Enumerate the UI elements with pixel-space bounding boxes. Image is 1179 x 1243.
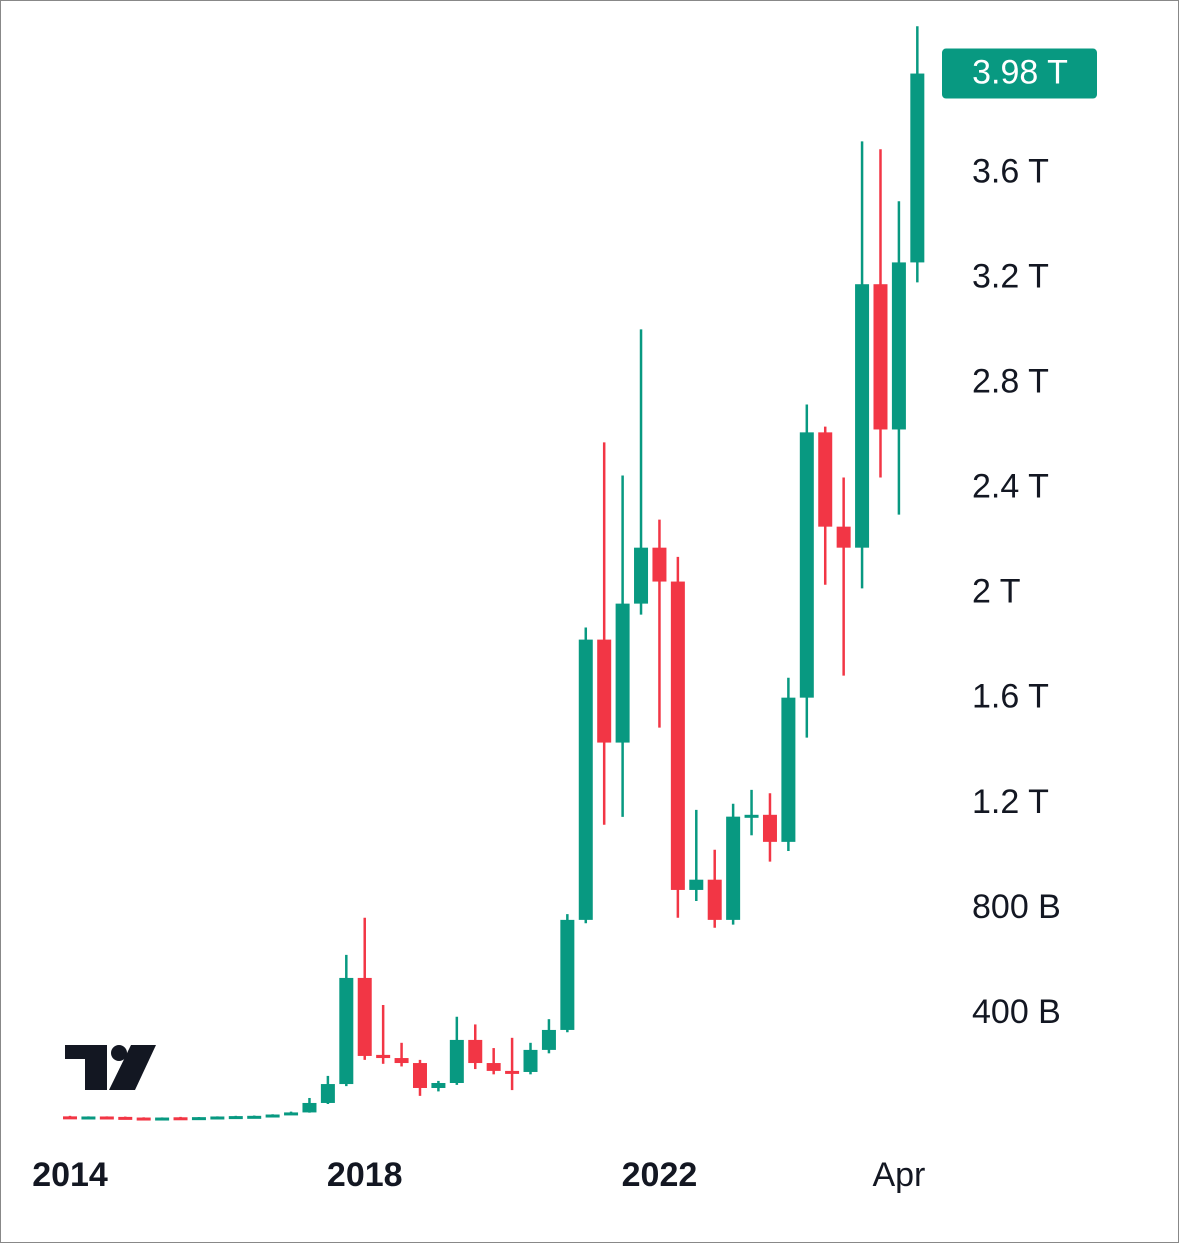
candle-body: [873, 284, 888, 430]
candle-body: [394, 1058, 409, 1064]
y-tick-label: 1.6 T: [972, 678, 1049, 716]
x-tick-label: 2018: [327, 1156, 403, 1194]
candle-body: [486, 1063, 501, 1071]
y-tick-label: 2 T: [972, 573, 1021, 611]
candle-body: [597, 639, 612, 743]
candle-body: [99, 1116, 114, 1120]
candle-body: [155, 1117, 170, 1121]
candle-body: [670, 581, 685, 890]
x-tick-label: 2014: [32, 1156, 108, 1194]
candle-body: [284, 1112, 299, 1116]
candle-body: [376, 1054, 391, 1059]
candle-body: [652, 547, 667, 582]
candle-body: [578, 639, 593, 920]
y-tick-label: 2.8 T: [972, 362, 1049, 400]
candle-body: [449, 1039, 464, 1083]
candle-body: [228, 1116, 243, 1120]
candle-body: [726, 816, 741, 920]
y-tick-label: 400 B: [972, 993, 1061, 1031]
y-tick-label: 3.6 T: [972, 152, 1049, 190]
candle-body: [265, 1114, 280, 1118]
candle-body: [855, 284, 870, 548]
candle-body: [468, 1039, 483, 1064]
candle-body: [302, 1102, 317, 1113]
candle-body: [173, 1117, 188, 1121]
candle-body: [339, 977, 354, 1085]
candle-body: [118, 1116, 133, 1120]
candle-body: [762, 814, 777, 842]
candle-body: [136, 1117, 151, 1121]
candle-body: [689, 879, 704, 890]
candle-body: [357, 977, 372, 1056]
candle-body: [615, 603, 630, 743]
x-tick-label: 2022: [622, 1156, 698, 1194]
candle-body: [707, 879, 722, 920]
candle-body: [63, 1116, 78, 1120]
candle-body: [910, 73, 925, 263]
candle-body: [799, 432, 814, 698]
candle-body: [818, 432, 833, 527]
y-tick-label: 3.2 T: [972, 257, 1049, 295]
y-tick-label: 800 B: [972, 888, 1061, 926]
x-tick-label: Apr: [872, 1156, 925, 1194]
y-tick-label: 1.2 T: [972, 783, 1049, 821]
candle-body: [210, 1116, 225, 1120]
y-tick-label: 2.4 T: [972, 468, 1049, 506]
candle-body: [191, 1117, 206, 1121]
candle-body: [744, 814, 759, 818]
candle-body: [431, 1083, 446, 1088]
candle-body: [320, 1084, 335, 1103]
candle-body: [781, 697, 796, 842]
candle-body: [836, 526, 851, 548]
candle-body: [634, 547, 649, 604]
candle-body: [247, 1115, 262, 1119]
candle-body: [505, 1070, 520, 1074]
candle-body: [560, 919, 575, 1030]
candle-body: [81, 1116, 96, 1120]
candle-body: [523, 1049, 538, 1072]
last-price-label: 3.98 T: [972, 54, 1068, 92]
logo: [65, 1045, 156, 1090]
candle-body: [412, 1063, 427, 1088]
candle-body: [541, 1029, 556, 1050]
last-price-badge: [942, 48, 1097, 99]
candle-body: [891, 262, 906, 430]
